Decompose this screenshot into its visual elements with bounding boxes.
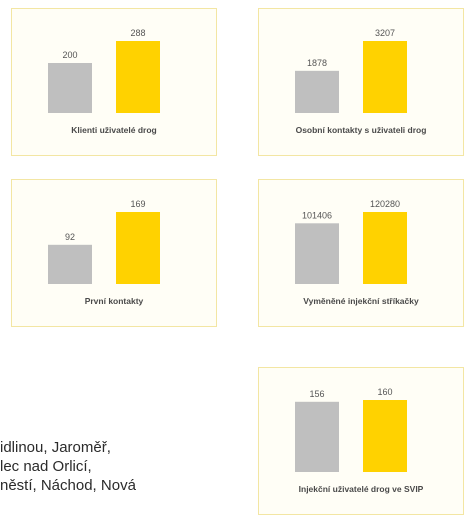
chart-card-strikacky: 101406 120280 Vyměněné injekční stříkačky <box>258 179 464 327</box>
data-label: 101406 <box>302 210 332 220</box>
chart-strikacky: 101406 120280 <box>295 199 407 284</box>
body-text: idlinou, Jaroměř, lec nad Orlicí, něstí,… <box>0 438 248 495</box>
bar <box>363 212 407 284</box>
data-label: 156 <box>309 389 324 399</box>
data-label: 288 <box>130 28 145 38</box>
chart-osobni-kontakty: 1878 3207 <box>295 28 407 113</box>
bar <box>48 244 92 284</box>
bar <box>363 41 407 113</box>
data-label: 169 <box>130 199 145 209</box>
data-label: 92 <box>65 232 75 242</box>
chart-label: Klienti uživatelé drog <box>71 125 157 135</box>
bar <box>363 400 407 472</box>
chart-card-klienti: 200 288 Klienti uživatelé drog <box>11 8 217 156</box>
chart-klienti: 200 288 <box>48 28 160 113</box>
data-label: 120280 <box>370 199 400 209</box>
chart-card-prvni-kontakty: 92 169 První kontakty <box>11 179 217 327</box>
chart-label: Osobní kontakty s uživateli drog <box>295 125 427 135</box>
bar <box>116 212 160 284</box>
chart-card-osobni-kontakty: 1878 3207 Osobní kontakty s uživateli dro… <box>258 8 464 156</box>
bar <box>295 70 339 113</box>
chart-card-svip: 156 160 Injekční uživatelé drog ve SVIP <box>258 367 464 515</box>
body-text-line: idlinou, Jaroměř, <box>0 439 111 456</box>
chart-svip: 156 160 <box>295 387 407 472</box>
bar <box>295 223 339 284</box>
data-label: 1878 <box>307 58 327 68</box>
chart-label: První kontakty <box>84 296 144 306</box>
data-label: 200 <box>62 50 77 60</box>
chart-label: Vyměněné injekční stříkačky <box>303 296 419 306</box>
bar <box>295 401 339 472</box>
chart-prvni-kontakty: 92 169 <box>48 199 160 284</box>
data-label: 160 <box>377 387 392 397</box>
data-label: 3207 <box>375 28 395 38</box>
chart-label: Injekční uživatelé drog ve SVIP <box>298 484 424 494</box>
body-text-line: něstí, Náchod, Nová <box>0 477 136 494</box>
bar <box>116 41 160 113</box>
bar <box>48 63 92 113</box>
body-text-line: lec nad Orlicí, <box>0 458 92 475</box>
